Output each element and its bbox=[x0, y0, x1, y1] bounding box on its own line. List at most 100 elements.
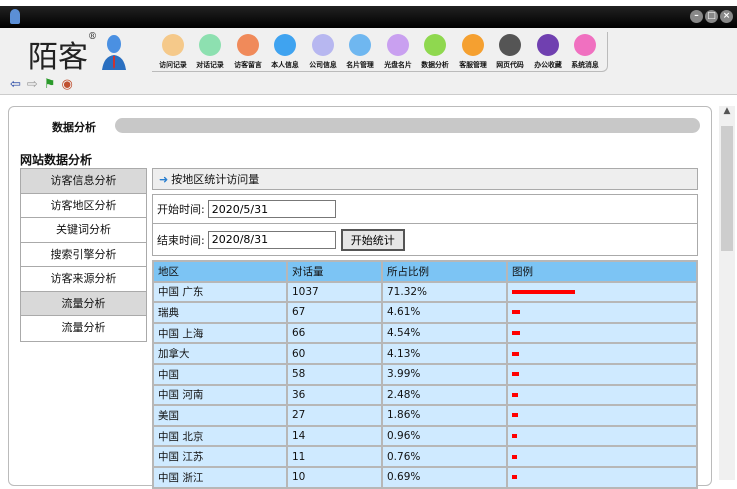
scroll-up-icon[interactable]: ▲ bbox=[723, 106, 731, 116]
toolbar-item[interactable]: 对话记录 bbox=[192, 32, 230, 71]
menu-group-header[interactable]: 访客信息分析 bbox=[21, 169, 146, 194]
table-row: 加拿大 60 4.13% bbox=[152, 342, 698, 365]
column-header: 地区 bbox=[152, 260, 288, 283]
legend-bar bbox=[512, 372, 520, 377]
region-cell: 中国 广东 bbox=[152, 280, 288, 304]
toolbar-item[interactable]: 客服管理 bbox=[454, 32, 492, 71]
app-icon bbox=[10, 9, 20, 24]
count-cell: 66 bbox=[286, 321, 383, 345]
start-stats-button[interactable]: 开始统计 bbox=[340, 228, 405, 251]
toolbar-icon bbox=[236, 34, 259, 56]
nav-toolbar: ⇦ ⇨ ⚑ ◉ bbox=[0, 75, 737, 95]
back-icon[interactable]: ⇦ bbox=[10, 77, 21, 92]
close-button[interactable]: × bbox=[720, 10, 733, 23]
tab-bar bbox=[115, 118, 700, 133]
percent-cell: 1.86% bbox=[381, 404, 508, 427]
arrow-right-icon: ➜ bbox=[159, 173, 169, 186]
legend-bar bbox=[512, 413, 518, 418]
legend-cell bbox=[506, 301, 698, 324]
menu-item[interactable]: 访客地区分析 bbox=[21, 194, 146, 218]
table-row: 中国 上海 66 4.54% bbox=[152, 321, 698, 345]
percent-cell: 0.76% bbox=[381, 445, 508, 468]
toolbar-item[interactable]: 名片管理 bbox=[342, 32, 380, 71]
legend-cell bbox=[506, 445, 698, 468]
toolbar-icon bbox=[274, 34, 297, 56]
column-header: 图例 bbox=[506, 260, 698, 283]
vertical-scrollbar[interactable]: ▲ bbox=[719, 106, 735, 480]
logo-mark: ® bbox=[88, 32, 97, 42]
toolbar-label: 网页代码 bbox=[496, 60, 525, 69]
scroll-thumb[interactable] bbox=[721, 126, 733, 251]
toolbar-label: 名片管理 bbox=[346, 60, 375, 69]
percent-cell: 4.54% bbox=[381, 321, 508, 345]
toolbar-item[interactable]: 公司信息 bbox=[304, 32, 342, 71]
region-table: 地区 对话量 所占比例 图例 中国 广东 1037 71.32% 瑞典 67 4.61% 中国 上… bbox=[152, 260, 698, 489]
toolbar-item[interactable]: 网页代码 bbox=[492, 32, 530, 71]
toolbar-item[interactable]: 办公收藏 bbox=[529, 32, 567, 71]
toolbar-label: 光盘名片 bbox=[383, 60, 412, 69]
percent-cell: 71.32% bbox=[381, 280, 508, 304]
toolbar-icon bbox=[574, 34, 597, 56]
table-row: 中国 58 3.99% bbox=[152, 362, 698, 386]
end-time-input[interactable] bbox=[207, 230, 336, 249]
menu-item[interactable]: 关键词分析 bbox=[21, 218, 146, 243]
region-cell: 中国 浙江 bbox=[152, 465, 288, 489]
region-cell: 加拿大 bbox=[152, 342, 288, 365]
percent-cell: 4.13% bbox=[381, 342, 508, 365]
forward-icon[interactable]: ⇨ bbox=[26, 77, 38, 92]
legend-bar bbox=[512, 434, 517, 439]
region-cell: 瑞典 bbox=[152, 301, 288, 324]
globe-icon[interactable]: ◉ bbox=[61, 77, 73, 92]
count-cell: 1037 bbox=[286, 280, 383, 304]
main-toolbar: 访问记录 对话记录 访客留言 本人信息 公司信息 名片管理 光盘名片 数据分析 客服管理 网页代码… bbox=[152, 32, 608, 72]
header: 陌客® 访问记录 对话记录 访客留言 本人信息 公司信息 名片管理 光盘名片 数据分析 客服管理… bbox=[0, 28, 737, 75]
table-row: 中国 江苏 11 0.76% bbox=[152, 445, 698, 468]
table-row: 瑞典 67 4.61% bbox=[152, 301, 698, 324]
toolbar-item[interactable]: 本人信息 bbox=[267, 32, 305, 71]
legend-cell bbox=[506, 362, 698, 386]
legend-cell bbox=[506, 424, 698, 448]
toolbar-label: 对话记录 bbox=[196, 60, 225, 69]
table-row: 美国 27 1.86% bbox=[152, 404, 698, 427]
menu-group-header[interactable]: 流量分析 bbox=[21, 291, 146, 316]
minimize-button[interactable]: – bbox=[690, 10, 703, 23]
count-cell: 67 bbox=[286, 301, 383, 324]
toolbar-item[interactable]: 访问记录 bbox=[154, 32, 192, 71]
toolbar-item[interactable]: 数据分析 bbox=[417, 32, 455, 71]
toolbar-icon bbox=[499, 34, 522, 56]
maximize-button[interactable]: □ bbox=[705, 10, 718, 23]
legend-bar bbox=[512, 310, 520, 315]
menu-item[interactable]: 流量分析 bbox=[61, 321, 106, 334]
flag-icon[interactable]: ⚑ bbox=[43, 77, 56, 92]
toolbar-icon bbox=[311, 34, 334, 56]
toolbar-label: 系统消息 bbox=[571, 60, 600, 69]
tab-data-analysis[interactable]: 数据分析 bbox=[52, 121, 96, 134]
count-cell: 10 bbox=[286, 465, 383, 489]
start-time-input[interactable] bbox=[207, 200, 336, 218]
toolbar-icon bbox=[349, 34, 372, 56]
toolbar-label: 访问记录 bbox=[158, 60, 187, 69]
legend-cell bbox=[506, 321, 698, 345]
percent-cell: 3.99% bbox=[381, 362, 508, 386]
count-cell: 14 bbox=[286, 424, 383, 448]
title-bar: – □ × bbox=[0, 6, 737, 28]
region-cell: 中国 上海 bbox=[152, 321, 288, 345]
toolbar-label: 访客留言 bbox=[233, 60, 262, 69]
toolbar-icon bbox=[536, 34, 559, 56]
toolbar-item[interactable]: 系统消息 bbox=[567, 32, 605, 71]
legend-bar bbox=[512, 392, 518, 397]
section-title: 网站数据分析 bbox=[20, 153, 93, 167]
toolbar-item[interactable]: 光盘名片 bbox=[379, 32, 417, 71]
legend-bar bbox=[512, 351, 520, 356]
menu-item[interactable]: 搜索引擎分析 bbox=[21, 243, 146, 267]
toolbar-label: 公司信息 bbox=[308, 60, 337, 69]
toolbar-item[interactable]: 访客留言 bbox=[229, 32, 267, 71]
menu-item[interactable]: 访客来源分析 bbox=[21, 267, 146, 292]
legend-bar bbox=[512, 454, 517, 459]
legend-cell bbox=[506, 465, 698, 489]
legend-cell bbox=[506, 342, 698, 365]
count-cell: 11 bbox=[286, 445, 383, 468]
table-row: 中国 广东 1037 71.32% bbox=[152, 280, 698, 304]
region-cell: 中国 河南 bbox=[152, 383, 288, 407]
